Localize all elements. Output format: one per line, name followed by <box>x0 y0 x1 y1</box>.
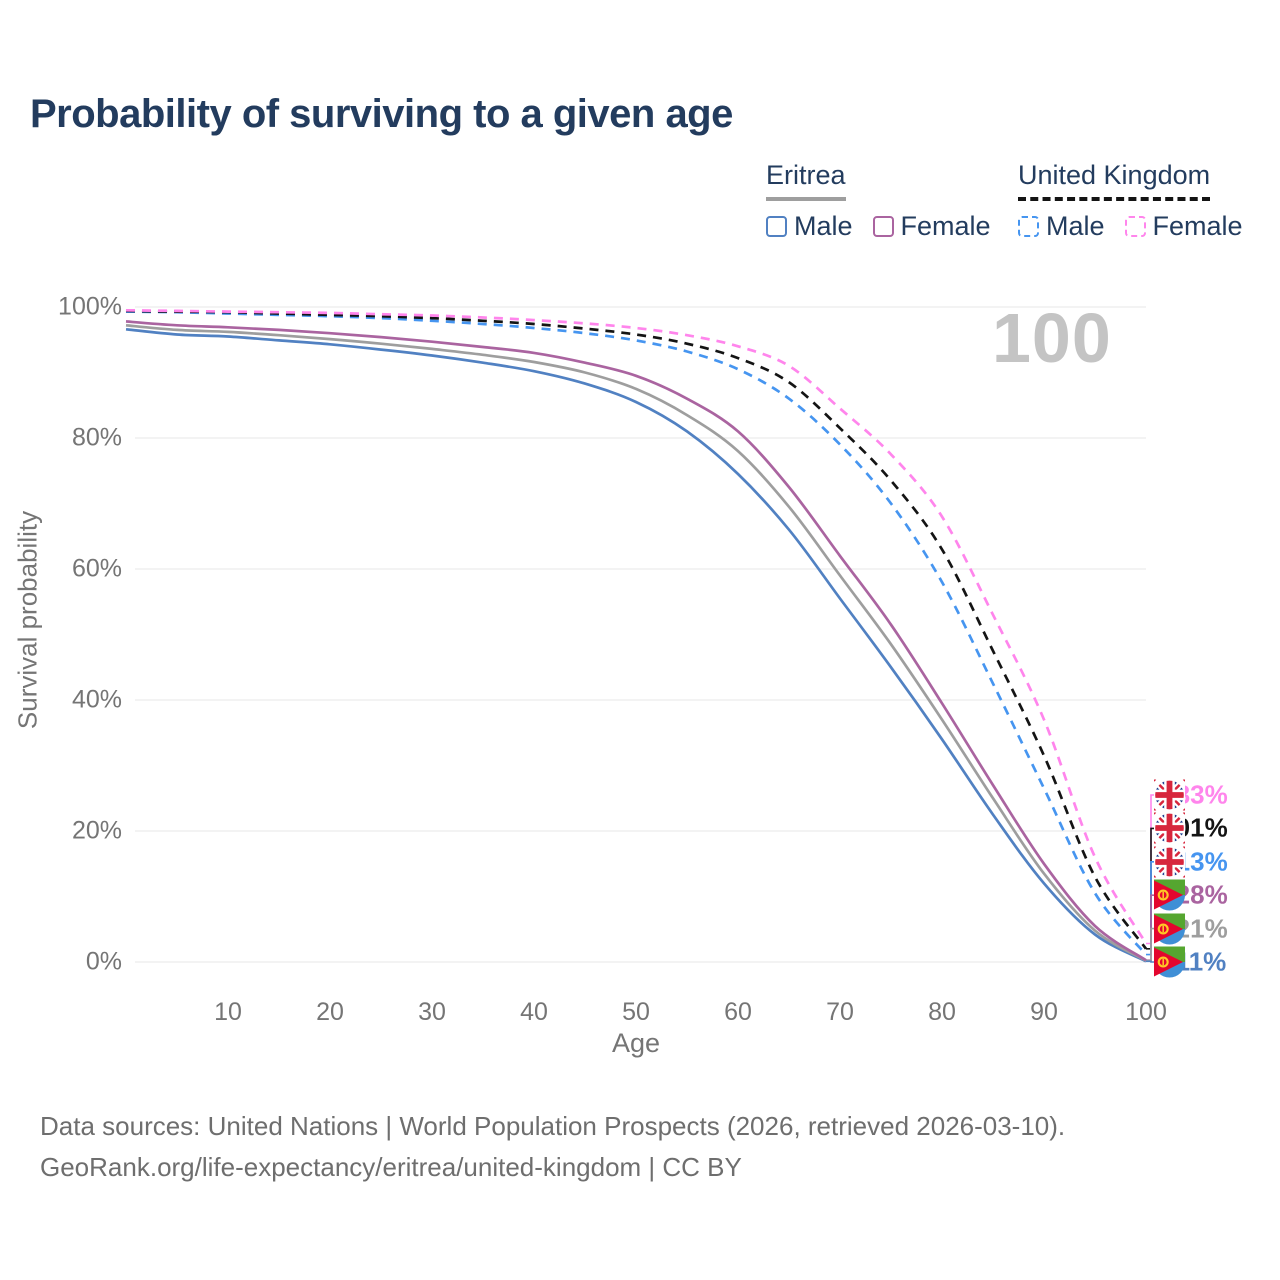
x-axis-title: Age <box>611 1028 661 1058</box>
eritrea-flag-icon <box>1154 879 1185 911</box>
x-tick-100: 100 <box>1125 998 1167 1026</box>
x-tick-80: 80 <box>928 998 956 1026</box>
end-label-eritrea-male[interactable]: 0.11% <box>1154 946 1226 978</box>
x-tick-70: 70 <box>826 998 854 1026</box>
legend-group-united-kingdom: United Kingdom Male Female <box>1018 160 1243 242</box>
uk-flag-icon <box>1154 779 1185 811</box>
x-tick-90: 90 <box>1030 998 1058 1026</box>
end-label-connector-eritrea-male <box>1146 960 1156 963</box>
x-tick-50: 50 <box>622 998 650 1026</box>
end-label-uk-female[interactable]: 2.83% <box>1154 779 1228 811</box>
footer-attribution: GeoRank.org/life-expectancy/eritrea/unit… <box>40 1152 742 1182</box>
end-label-eritrea-female[interactable]: 0.28% <box>1154 879 1228 911</box>
curve-eritrea-female <box>125 320 1147 962</box>
uk-flag-icon <box>1154 812 1185 844</box>
curve-eritrea-male <box>125 327 1147 963</box>
end-label-uk-male[interactable]: 1.13% <box>1154 846 1228 878</box>
legend-header-united-kingdom[interactable]: United Kingdom <box>1018 160 1211 201</box>
legend-item-uk-female[interactable]: Female <box>1124 211 1243 242</box>
x-tick-40: 40 <box>520 998 548 1026</box>
legend-item-label: Female <box>900 211 991 241</box>
curve-eritrea-total <box>125 323 1147 962</box>
footer: Data sources: United Nations | World Pop… <box>40 1106 1065 1188</box>
x-tick-20: 20 <box>316 998 344 1026</box>
y-tick-20: 20% <box>71 816 122 845</box>
eritrea-female-swatch-icon <box>872 216 894 237</box>
x-tick-30: 30 <box>418 998 446 1026</box>
curve-uk-total <box>125 309 1148 950</box>
curve-uk-male <box>125 310 1148 956</box>
watermark-age-100: 100 <box>992 299 1112 377</box>
legend-item-eritrea-male[interactable]: Male <box>766 211 853 242</box>
end-label-uk-total[interactable]: 2.01% <box>1154 812 1228 844</box>
legend-item-eritrea-female[interactable]: Female <box>872 211 991 242</box>
eritrea-flag-icon <box>1154 913 1185 945</box>
uk-female-swatch-icon <box>1124 216 1146 237</box>
end-label-eritrea-total[interactable]: 0.21% <box>1154 913 1228 945</box>
page-title: Probability of surviving to a given age <box>30 92 733 136</box>
legend-header-eritrea[interactable]: Eritrea <box>766 160 846 201</box>
legend-item-label: Male <box>1046 211 1105 241</box>
y-tick-80: 80% <box>71 423 122 452</box>
legend-item-label: Male <box>794 211 853 241</box>
legend-group-eritrea: Eritrea Male Female <box>766 160 991 242</box>
x-tick-10: 10 <box>214 998 242 1026</box>
y-tick-40: 40% <box>71 685 122 714</box>
x-tick-60: 60 <box>724 998 752 1026</box>
eritrea-flag-icon <box>1154 946 1185 978</box>
footer-data-sources: Data sources: United Nations | World Pop… <box>40 1111 1066 1141</box>
uk-flag-icon <box>1154 846 1185 878</box>
y-tick-60: 60% <box>71 554 122 583</box>
y-tick-0: 0% <box>85 947 122 976</box>
uk-male-swatch-icon <box>1018 216 1039 237</box>
curve-uk-female <box>125 308 1148 945</box>
eritrea-male-swatch-icon <box>766 216 787 237</box>
y-tick-100: 100% <box>58 292 122 321</box>
legend-item-uk-male[interactable]: Male <box>1018 211 1105 242</box>
legend-item-label: Female <box>1152 211 1243 241</box>
